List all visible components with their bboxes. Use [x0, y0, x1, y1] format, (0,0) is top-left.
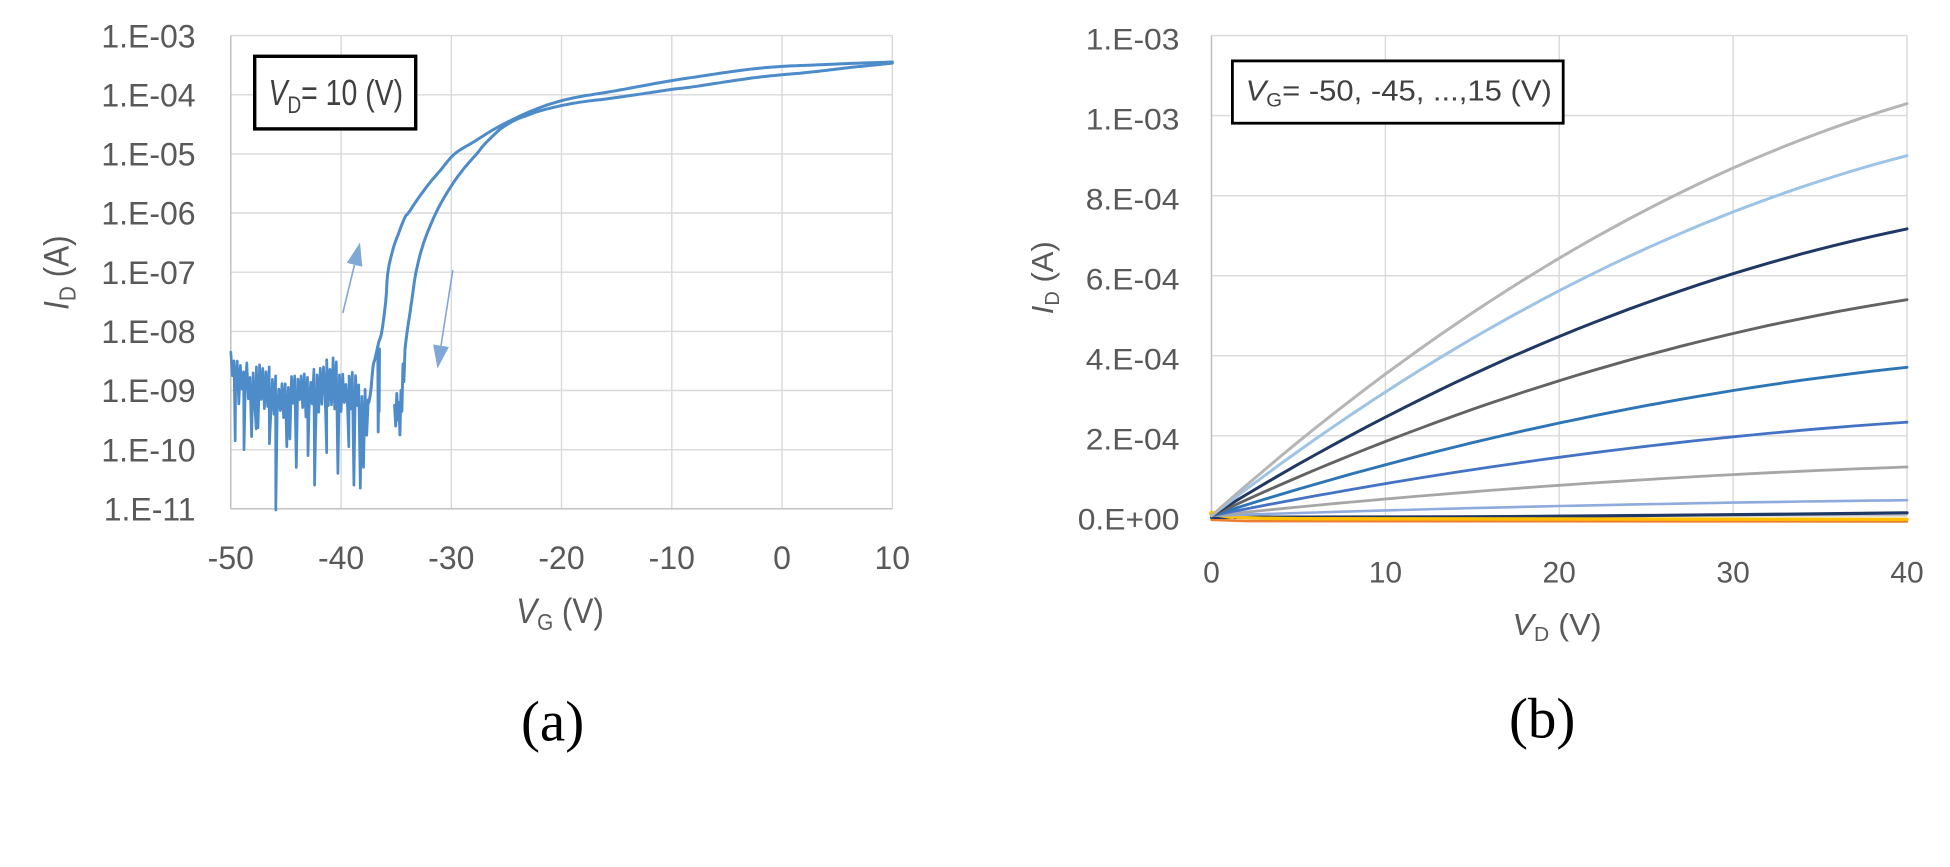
- svg-text:VG (V): VG (V): [516, 593, 604, 636]
- svg-text:ID (A): ID (A): [38, 235, 81, 309]
- svg-text:1.E-03: 1.E-03: [1086, 102, 1180, 136]
- svg-text:VD= 10 (V): VD= 10 (V): [269, 73, 404, 119]
- svg-text:-20: -20: [538, 540, 584, 576]
- svg-text:1.E-07: 1.E-07: [101, 255, 195, 291]
- svg-text:1.E-04: 1.E-04: [101, 78, 195, 114]
- svg-text:VG= -50, -45, ...,15 (V): VG= -50, -45, ...,15 (V): [1246, 75, 1552, 111]
- svg-text:0.E+00: 0.E+00: [1078, 502, 1180, 536]
- svg-text:-30: -30: [428, 540, 474, 576]
- svg-text:1.E-03: 1.E-03: [1086, 22, 1180, 56]
- svg-text:1.E-11: 1.E-11: [104, 492, 196, 528]
- svg-text:-40: -40: [318, 540, 364, 576]
- svg-text:1.E-06: 1.E-06: [101, 196, 195, 232]
- svg-text:-10: -10: [649, 540, 695, 576]
- svg-text:20: 20: [1543, 557, 1576, 590]
- svg-text:4.E-04: 4.E-04: [1086, 342, 1180, 376]
- svg-text:0: 0: [1203, 557, 1220, 590]
- svg-text:10: 10: [875, 540, 911, 576]
- svg-text:-50: -50: [208, 540, 254, 576]
- svg-text:ID (A): ID (A): [1025, 241, 1064, 314]
- svg-text:1.E-03: 1.E-03: [101, 18, 195, 54]
- svg-text:40: 40: [1890, 557, 1923, 590]
- svg-text:8.E-04: 8.E-04: [1086, 182, 1180, 216]
- svg-text:1.E-09: 1.E-09: [101, 373, 195, 409]
- svg-text:(b): (b): [1509, 687, 1575, 750]
- svg-text:1.E-08: 1.E-08: [101, 314, 195, 350]
- svg-text:30: 30: [1716, 557, 1749, 590]
- svg-text:VD (V): VD (V): [1512, 607, 1601, 646]
- svg-text:2.E-04: 2.E-04: [1086, 422, 1180, 456]
- svg-text:6.E-04: 6.E-04: [1086, 262, 1180, 296]
- svg-text:1.E-10: 1.E-10: [101, 432, 195, 468]
- svg-text:1.E-05: 1.E-05: [101, 137, 195, 173]
- svg-text:0: 0: [773, 540, 791, 576]
- svg-text:10: 10: [1369, 557, 1402, 590]
- svg-text:(a): (a): [521, 691, 584, 754]
